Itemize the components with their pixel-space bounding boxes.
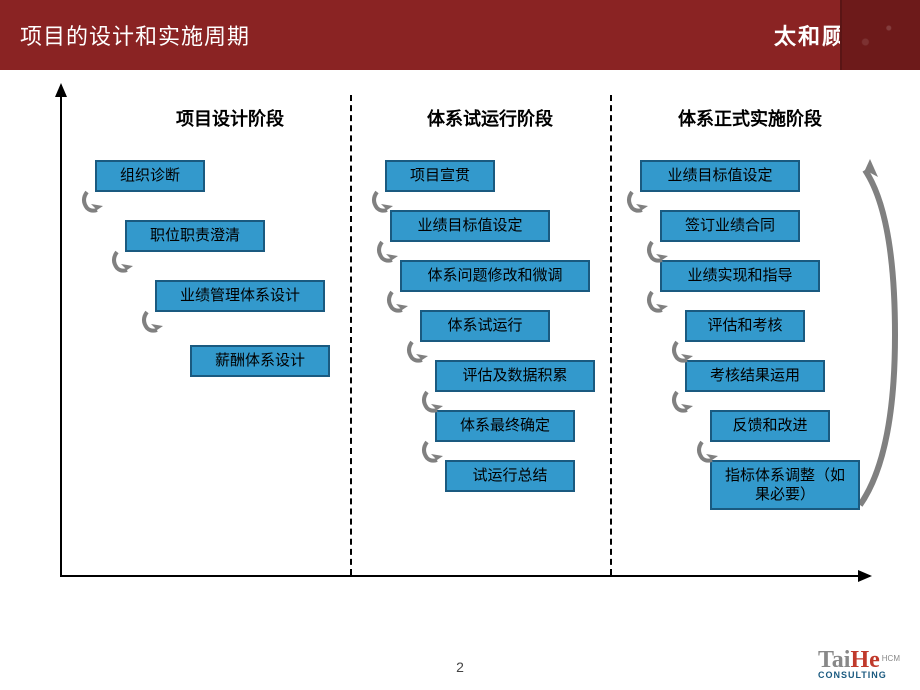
flow-arrow-icon [644, 290, 672, 318]
flow-arrow-icon [694, 440, 722, 468]
page-number: 2 [456, 659, 464, 675]
flow-arrow-icon [139, 310, 167, 338]
phase-divider [610, 95, 612, 575]
phase-title: 体系正式实施阶段 [620, 105, 880, 131]
step-box: 评估及数据积累 [435, 360, 595, 392]
step-box: 职位职责澄清 [125, 220, 265, 252]
logo-sub: CONSULTING [818, 670, 900, 680]
step-box: 业绩目标值设定 [390, 210, 550, 242]
flow-arrow-icon [419, 440, 447, 468]
slide-header: 项目的设计和实施周期 太和顾问 [0, 0, 920, 70]
step-box: 体系问题修改和微调 [400, 260, 590, 292]
flow-arrow-icon [79, 190, 107, 218]
flow-arrow-icon [669, 390, 697, 418]
step-box: 体系最终确定 [435, 410, 575, 442]
step-box: 项目宣贯 [385, 160, 495, 192]
footer-logo: TaiHeHCM CONSULTING [818, 647, 900, 680]
step-box: 试运行总结 [445, 460, 575, 492]
logo-hcm: HCM [882, 654, 900, 663]
x-axis [60, 575, 870, 577]
flow-arrow-icon [404, 340, 432, 368]
y-axis [60, 85, 62, 575]
phase-divider [350, 95, 352, 575]
flow-arrow-icon [109, 250, 137, 278]
step-box: 体系试运行 [420, 310, 550, 342]
phase-title: 项目设计阶段 [100, 105, 360, 131]
flow-arrow-icon [369, 190, 397, 218]
flow-arrow-icon [374, 240, 402, 268]
step-box: 业绩实现和指导 [660, 260, 820, 292]
slide-title: 项目的设计和实施周期 [20, 19, 250, 51]
flow-arrow-icon [384, 290, 412, 318]
flow-arrow-icon [644, 240, 672, 268]
step-box: 签订业绩合同 [660, 210, 800, 242]
flow-arrow-icon [669, 340, 697, 368]
flow-arrow-icon [419, 390, 447, 418]
step-box: 薪酬体系设计 [190, 345, 330, 377]
step-box: 考核结果运用 [685, 360, 825, 392]
process-diagram: 项目设计阶段组织诊断职位职责澄清业绩管理体系设计薪酬体系设计 体系试运行阶段项目宣… [50, 80, 880, 610]
step-box: 反馈和改进 [710, 410, 830, 442]
phase-title: 体系试运行阶段 [360, 105, 620, 131]
step-box: 评估和考核 [685, 310, 805, 342]
step-box: 指标体系调整（如果必要） [710, 460, 860, 510]
step-box: 组织诊断 [95, 160, 205, 192]
step-box: 业绩目标值设定 [640, 160, 800, 192]
step-box: 业绩管理体系设计 [155, 280, 325, 312]
flow-arrow-icon [624, 190, 652, 218]
header-ornament-icon [840, 0, 920, 70]
